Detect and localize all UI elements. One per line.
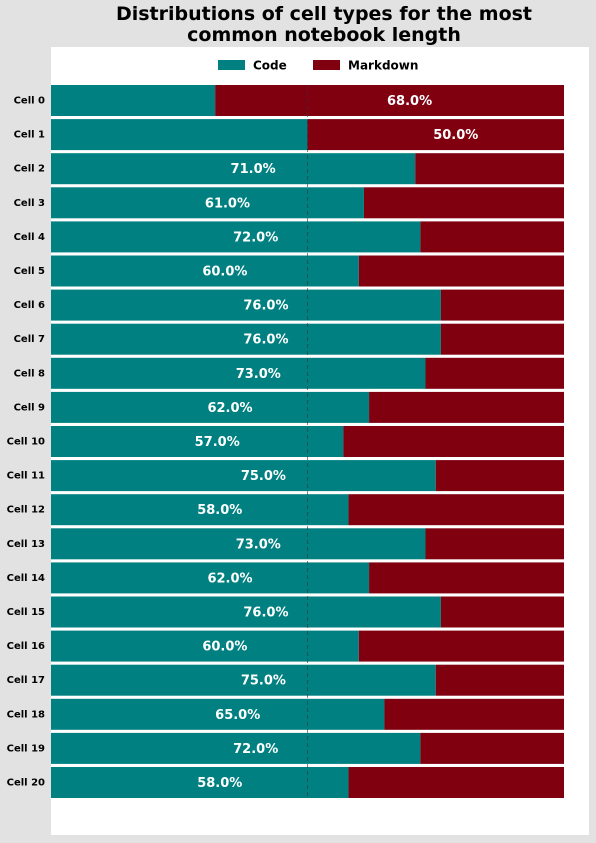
y-tick-label: Cell 6 <box>14 300 45 311</box>
bar-segment <box>51 767 349 798</box>
data-label: 62.0% <box>207 571 252 586</box>
bar-segment <box>358 630 564 662</box>
y-tick-label: Cell 15 <box>7 607 45 618</box>
bar-segment <box>51 562 370 594</box>
bar-segment <box>425 357 564 389</box>
legend-label: Code <box>253 59 287 73</box>
y-tick-label: Cell 3 <box>14 198 45 209</box>
bar-segment <box>51 289 441 321</box>
data-label: 72.0% <box>233 742 278 757</box>
y-tick-label: Cell 5 <box>14 266 45 277</box>
bar-segment <box>369 562 564 594</box>
data-label: 76.0% <box>243 606 288 621</box>
data-label: 71.0% <box>231 162 276 177</box>
bar-segment <box>415 153 564 185</box>
y-tick-label: Cell 17 <box>7 675 45 686</box>
legend-label: Markdown <box>348 59 418 73</box>
bar-segment <box>51 494 349 526</box>
y-tick-label: Cell 19 <box>7 743 45 754</box>
bar-segment <box>51 323 441 355</box>
chart-title: Distributions of cell types for the most… <box>115 3 533 46</box>
bar-segment <box>435 664 564 696</box>
bar-segment <box>425 528 564 560</box>
bar-segment <box>51 187 364 219</box>
bar-segment <box>215 85 564 116</box>
y-tick-label: Cell 11 <box>7 471 45 482</box>
y-tick-label: Cell 12 <box>7 505 45 516</box>
bar-segment <box>420 221 564 253</box>
bar-segment <box>51 528 426 560</box>
bar-segment <box>384 698 564 730</box>
y-tick-label: Cell 7 <box>14 334 45 345</box>
data-label: 75.0% <box>241 469 286 484</box>
y-tick-label: Cell 0 <box>14 96 45 107</box>
bar-segment <box>51 391 370 423</box>
y-tick-label: Cell 13 <box>7 539 45 550</box>
bar-segment <box>51 596 441 628</box>
data-label: 65.0% <box>215 708 260 723</box>
data-label: 58.0% <box>197 776 242 791</box>
data-label: 72.0% <box>233 230 278 245</box>
legend-swatch <box>218 60 245 70</box>
bar-segment <box>363 187 564 219</box>
y-tick-label: Cell 16 <box>7 641 45 652</box>
data-label: 73.0% <box>236 367 281 382</box>
bar-segment <box>343 426 564 457</box>
bar-segment <box>440 323 564 355</box>
data-label: 58.0% <box>197 503 242 518</box>
bar-segment <box>51 85 216 116</box>
data-label: 68.0% <box>387 94 432 109</box>
y-tick-label: Cell 14 <box>7 573 45 584</box>
bar-segment <box>348 494 564 526</box>
bar-segment <box>358 255 564 287</box>
y-tick-label: Cell 4 <box>14 232 45 243</box>
bar-segment <box>51 698 385 730</box>
data-label: 73.0% <box>236 537 281 552</box>
bar-segment <box>51 732 421 764</box>
y-tick-label: Cell 8 <box>14 368 45 379</box>
bar-segment <box>51 664 436 696</box>
data-label: 50.0% <box>433 128 478 143</box>
y-tick-label: Cell 9 <box>14 402 45 413</box>
data-label: 60.0% <box>202 265 247 280</box>
bar-segment <box>369 391 564 423</box>
bar-segment <box>51 221 421 253</box>
data-label: 60.0% <box>202 640 247 655</box>
y-tick-label: Cell 1 <box>14 130 45 141</box>
bar-segment <box>435 460 564 492</box>
data-label: 75.0% <box>241 674 286 689</box>
data-label: 76.0% <box>243 299 288 314</box>
bar-segment <box>51 153 416 185</box>
bar-segment <box>51 357 426 389</box>
bar-segment <box>440 289 564 321</box>
bar-segment <box>440 596 564 628</box>
bar-segment <box>51 119 308 151</box>
data-label: 76.0% <box>243 333 288 348</box>
bar-segment <box>348 767 564 798</box>
bar-segment <box>51 460 436 492</box>
data-label: 61.0% <box>205 196 250 211</box>
y-tick-label: Cell 2 <box>14 164 45 175</box>
y-tick-label: Cell 18 <box>7 709 45 720</box>
legend-swatch <box>313 60 340 70</box>
y-tick-label: Cell 20 <box>7 778 45 789</box>
bar-segment <box>420 732 564 764</box>
data-label: 62.0% <box>207 401 252 416</box>
data-label: 57.0% <box>195 435 240 450</box>
bar-segment <box>51 426 344 457</box>
bar-segment <box>307 119 564 151</box>
y-tick-label: Cell 10 <box>7 437 45 448</box>
